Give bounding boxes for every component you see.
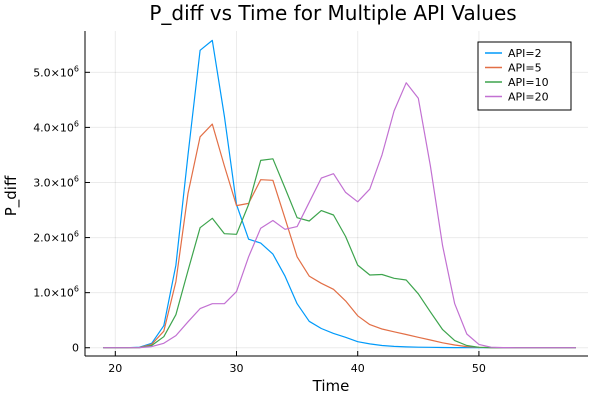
series-lines [103, 39, 576, 349]
y-axis-label: P_diff [2, 175, 21, 216]
x-axis-label: Time [312, 377, 350, 395]
x-tick-label: 40 [351, 362, 365, 375]
legend-entry-label: API=10 [508, 76, 549, 89]
chart-title: P_diff vs Time for Multiple API Values [149, 1, 516, 25]
x-tick-label: 20 [108, 362, 122, 375]
x-tick-label: 30 [230, 362, 244, 375]
series-line-api-5 [103, 123, 576, 349]
y-tick-label: 2.0×106 [33, 230, 79, 245]
series-line-api-20 [103, 82, 576, 349]
series-line-api-10 [103, 158, 576, 349]
x-tick-label: 50 [472, 362, 486, 375]
y-tick-label: 3.0×106 [33, 174, 79, 189]
y-tick-label: 0 [72, 342, 79, 355]
legend-entry-label: API=2 [508, 47, 542, 60]
legend-entry-label: API=20 [508, 91, 549, 104]
legend-entry-label: API=5 [508, 62, 542, 75]
axes: 20 30 40 50 0 1.0×106 2.0×106 3.0×106 4.0×106 5.0… [33, 31, 588, 375]
y-tick-label: 4.0×106 [33, 119, 79, 134]
y-tick-label: 1.0×106 [33, 285, 79, 300]
y-tick-label: 5.0×106 [33, 64, 79, 79]
